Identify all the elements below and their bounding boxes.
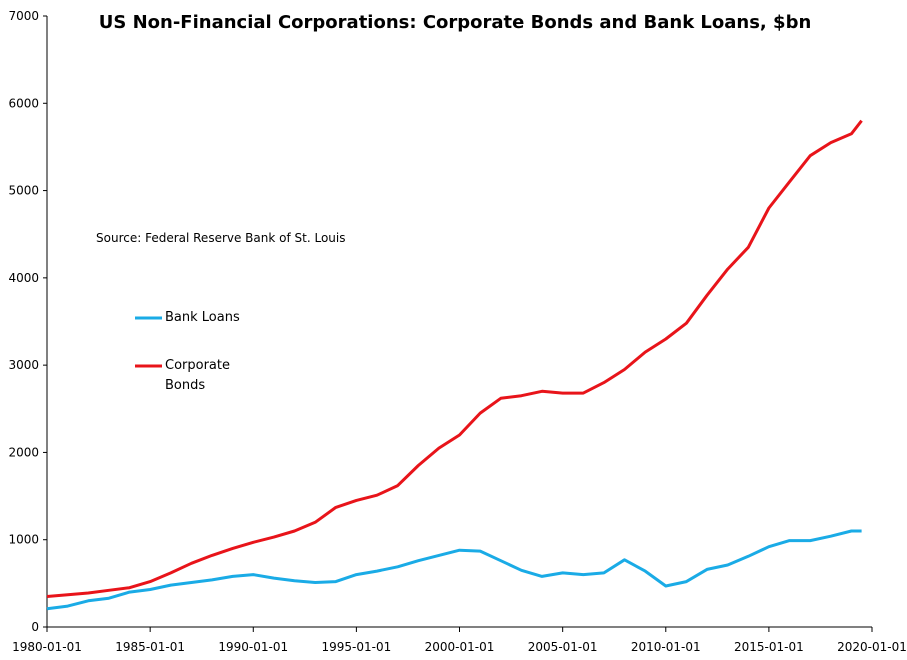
x-tick-label: 1995-01-01 [322, 640, 392, 654]
y-tick-label: 1000 [8, 533, 39, 547]
annotation: Source: Federal Reserve Bank of St. Loui… [96, 231, 345, 245]
x-tick-label: 2010-01-01 [631, 640, 701, 654]
line-series [46, 119, 863, 598]
y-tick-label: 6000 [8, 96, 39, 110]
line-series [46, 529, 862, 611]
x-tick-label: 2020-01-01 [837, 640, 907, 654]
legend-label: Corporate Bonds [165, 358, 230, 393]
y-tick-label: 4000 [8, 271, 39, 285]
x-tick-label: 2000-01-01 [425, 640, 495, 654]
x-tick-label: 2015-01-01 [734, 640, 804, 654]
legend-label: Bank Loans [165, 310, 240, 325]
y-tick-label: 7000 [8, 9, 39, 23]
x-tick-label: 1985-01-01 [115, 640, 185, 654]
y-tick-label: 2000 [8, 445, 39, 459]
y-tick-label: 0 [31, 620, 39, 634]
y-tick-label: 5000 [8, 184, 39, 198]
x-tick-label: 1990-01-01 [218, 640, 288, 654]
chart-title: US Non-Financial Corporations: Corporate… [99, 12, 812, 33]
x-tick-label: 2005-01-01 [528, 640, 598, 654]
x-tick-label: 1980-01-01 [12, 640, 82, 654]
y-tick-label: 3000 [8, 358, 39, 372]
